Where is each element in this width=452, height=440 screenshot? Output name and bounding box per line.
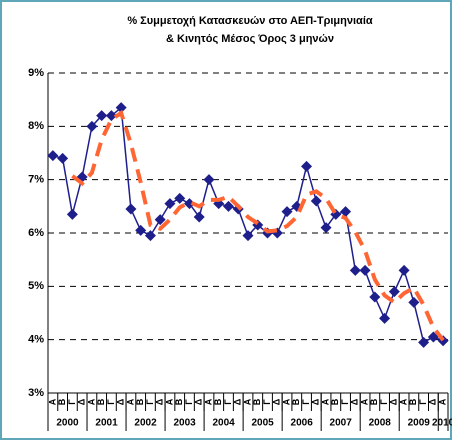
point-marker bbox=[105, 110, 117, 122]
chart-title: & Κινητός Μέσος Όρος 3 μηνών bbox=[166, 33, 334, 45]
year-label: 2009 bbox=[408, 418, 431, 429]
point-marker bbox=[310, 195, 322, 207]
year-label: 2004 bbox=[212, 418, 235, 429]
x-tick-label: Α bbox=[398, 398, 408, 405]
x-tick-label: Γ bbox=[67, 399, 77, 405]
x-tick-label: Δ bbox=[272, 398, 282, 405]
point-marker bbox=[379, 312, 391, 324]
x-tick-label: Α bbox=[164, 398, 174, 405]
y-tick-label: 8% bbox=[28, 120, 44, 132]
point-marker bbox=[242, 230, 254, 242]
point-marker bbox=[154, 214, 166, 226]
x-tick-label: Α bbox=[86, 398, 96, 405]
x-tick-label: Β bbox=[330, 398, 340, 405]
year-label: 2006 bbox=[291, 418, 314, 429]
point-marker bbox=[115, 102, 127, 114]
point-marker bbox=[388, 286, 400, 298]
point-marker bbox=[183, 198, 195, 210]
x-tick-label: Α bbox=[125, 398, 135, 405]
x-tick-label: Α bbox=[203, 398, 213, 405]
x-tick-label: Β bbox=[135, 398, 145, 405]
x-tick-label: Β bbox=[96, 398, 106, 405]
point-marker bbox=[281, 206, 293, 218]
y-tick-label: 4% bbox=[28, 334, 44, 346]
x-tick-label: Δ bbox=[77, 398, 87, 405]
chart-title: % Συμμετοχή Κατασκευών στο ΑΕΠ-Τριμηνιαί… bbox=[127, 15, 373, 27]
point-marker bbox=[164, 198, 176, 210]
point-marker bbox=[66, 208, 78, 220]
x-tick-label: Β bbox=[291, 398, 301, 405]
x-tick-label: Γ bbox=[184, 399, 194, 405]
point-marker bbox=[369, 291, 381, 303]
point-marker bbox=[57, 152, 69, 164]
x-tick-label: Δ bbox=[311, 398, 321, 405]
point-marker bbox=[125, 203, 137, 215]
x-tick-label: Α bbox=[359, 398, 369, 405]
x-tick-label: Β bbox=[57, 398, 67, 405]
x-tick-label: Γ bbox=[379, 399, 389, 405]
x-tick-label: Δ bbox=[194, 398, 204, 405]
x-tick-label: Α bbox=[242, 398, 252, 405]
x-tick-label: Δ bbox=[428, 398, 438, 405]
point-marker bbox=[135, 224, 147, 236]
y-tick-label: 6% bbox=[28, 227, 44, 239]
year-label: 2007 bbox=[330, 418, 353, 429]
point-marker bbox=[174, 192, 186, 204]
x-tick-label: Γ bbox=[145, 399, 155, 405]
point-marker bbox=[320, 222, 332, 234]
year-label: 2001 bbox=[95, 418, 118, 429]
x-tick-label: Γ bbox=[223, 399, 233, 405]
x-tick-label: Δ bbox=[350, 398, 360, 405]
point-marker bbox=[418, 336, 430, 348]
point-marker bbox=[144, 230, 156, 242]
point-marker bbox=[96, 110, 108, 122]
x-tick-label: Α bbox=[320, 398, 330, 405]
x-tick-label: Β bbox=[174, 398, 184, 405]
x-tick-label: Α bbox=[47, 398, 57, 405]
x-tick-label: Δ bbox=[116, 398, 126, 405]
y-tick-label: 3% bbox=[28, 387, 44, 399]
year-label: 2002 bbox=[134, 418, 157, 429]
x-tick-label: Γ bbox=[262, 399, 272, 405]
point-marker bbox=[47, 150, 59, 162]
point-marker bbox=[222, 200, 234, 212]
x-tick-label: Δ bbox=[389, 398, 399, 405]
point-marker bbox=[398, 264, 410, 276]
year-label: 2003 bbox=[173, 418, 196, 429]
point-marker bbox=[408, 296, 420, 308]
x-tick-label: Γ bbox=[301, 399, 311, 405]
point-marker bbox=[301, 160, 313, 172]
x-tick-label: Γ bbox=[340, 399, 350, 405]
point-marker bbox=[340, 206, 352, 218]
x-tick-label: Β bbox=[369, 398, 379, 405]
point-marker bbox=[86, 120, 98, 132]
y-tick-label: 7% bbox=[28, 174, 44, 186]
point-marker bbox=[359, 264, 371, 276]
y-tick-label: 5% bbox=[28, 280, 44, 292]
x-tick-label: Β bbox=[213, 398, 223, 405]
x-tick-label: Γ bbox=[106, 399, 116, 405]
moving-average-line bbox=[71, 109, 445, 342]
year-label: 2000 bbox=[56, 418, 79, 429]
x-tick-label: Β bbox=[252, 398, 262, 405]
year-label: 2005 bbox=[252, 418, 275, 429]
y-tick-label: 9% bbox=[28, 67, 44, 79]
x-tick-label: Β bbox=[408, 398, 418, 405]
year-label: 2010 bbox=[432, 418, 452, 429]
x-tick-label: Α bbox=[437, 398, 447, 405]
x-tick-label: Γ bbox=[418, 399, 428, 405]
point-marker bbox=[193, 211, 205, 223]
x-tick-label: Α bbox=[281, 398, 291, 405]
x-tick-label: Δ bbox=[233, 398, 243, 405]
point-marker bbox=[349, 264, 361, 276]
point-marker bbox=[203, 174, 215, 186]
year-label: 2008 bbox=[369, 418, 392, 429]
x-tick-label: Δ bbox=[155, 398, 165, 405]
